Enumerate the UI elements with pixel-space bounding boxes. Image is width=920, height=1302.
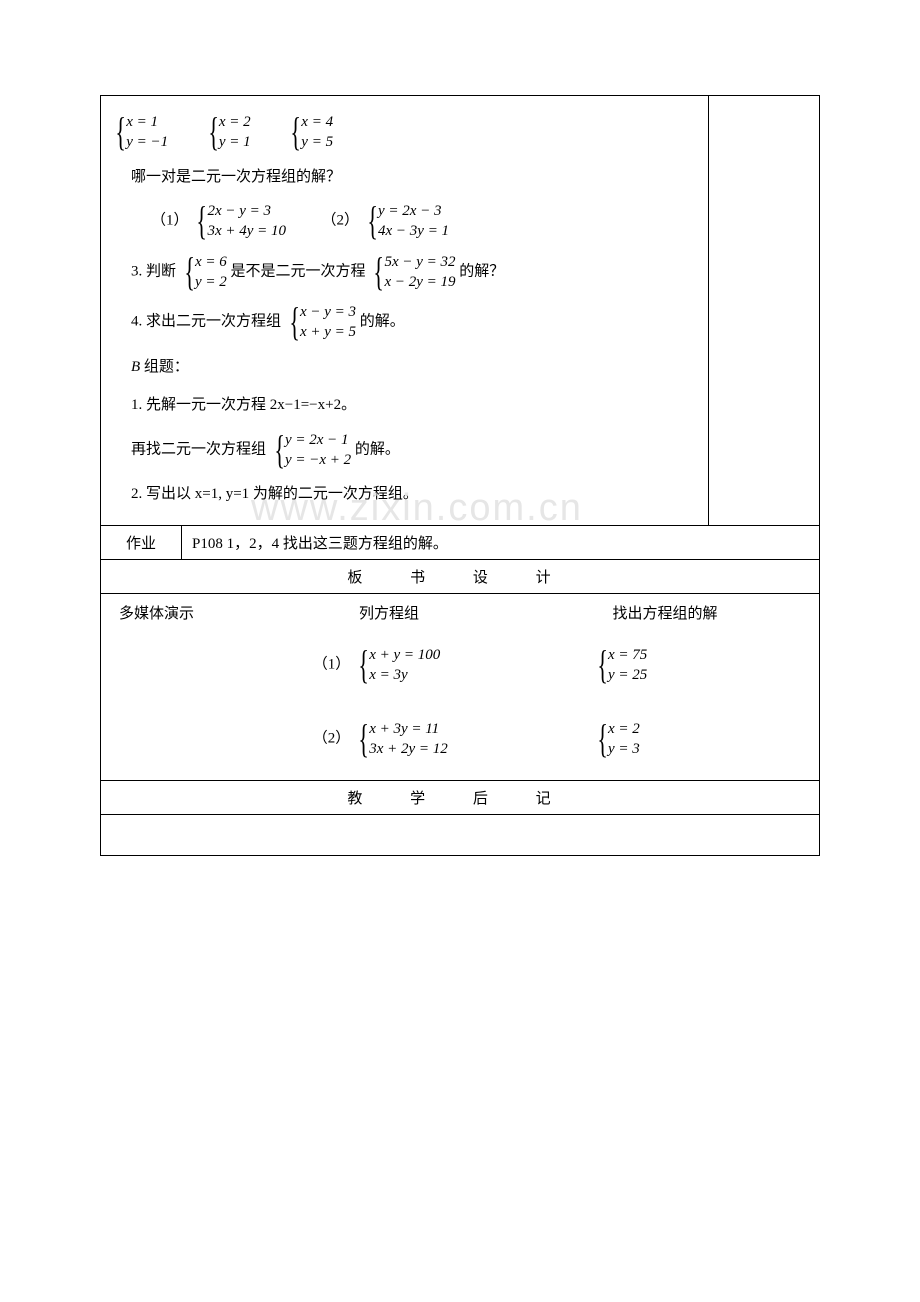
- sys-line: y = −x + 2: [285, 450, 351, 470]
- sys-line: y = 2: [195, 272, 227, 292]
- sys-line: x = 3y: [369, 665, 440, 685]
- line4-sys: { x − y = 3 x + y = 5: [285, 302, 356, 343]
- candidate-systems: { x = 1 y = −1 { x = 2 y = 1 {: [111, 112, 698, 153]
- group-b-title: B 组题：: [131, 353, 698, 382]
- sys-line: y = 5: [301, 132, 333, 152]
- board2-label: （2）: [313, 731, 351, 747]
- sys-line: 5x − y = 32: [384, 252, 455, 272]
- board1-left-sys: { x + y = 100 x = 3y: [354, 645, 440, 686]
- board1-right-sys: { x = 75 y = 25: [593, 645, 647, 686]
- teach-empty: [101, 814, 820, 855]
- sys-line: y = 2x − 3: [378, 201, 449, 221]
- sys-line: x = 2: [608, 719, 640, 739]
- homework-label: 作业: [101, 525, 182, 559]
- sys-candidate-2: { x = 2 y = 1: [204, 112, 251, 153]
- board-row-2: （2） { x + 3y = 11 3x + 2y = 12 {: [101, 705, 819, 780]
- sys-line: x + y = 5: [300, 322, 356, 342]
- sys-line: y = 1: [219, 132, 251, 152]
- sys-line: x + 3y = 11: [369, 719, 448, 739]
- q1-system: { 2x − y = 3 3x + 4y = 10: [192, 201, 286, 242]
- line3-c: 的解？: [459, 263, 504, 279]
- sys-line: x = 2: [219, 112, 251, 132]
- line4: 4. 求出二元一次方程组 { x − y = 3 x + y = 5 的解。: [131, 302, 698, 343]
- line3-b: 是不是二元一次方程: [231, 263, 366, 279]
- q2-label: （2）: [322, 213, 360, 229]
- sys-line: y = 2x − 1: [285, 430, 351, 450]
- sys-line: 3x + 4y = 10: [207, 221, 286, 241]
- sys-line: x = 6: [195, 252, 227, 272]
- q2-system: { y = 2x − 3 4x − 3y = 1: [363, 201, 449, 242]
- b1-b: 再找二元一次方程组: [131, 441, 266, 457]
- line3-a: 3. 判断: [131, 263, 176, 279]
- b2: 2. 写出以 x=1, y=1 为解的二元一次方程组。 www.zixin.co…: [131, 480, 698, 509]
- sys-line: 4x − 3y = 1: [378, 221, 449, 241]
- side-empty-cell: [709, 96, 820, 526]
- board-content-cell: 多媒体演示 列方程组 找出方程组的解 （1） { x + y = 100 x =…: [101, 593, 820, 780]
- b2-text: 2. 写出以 x=1, y=1 为解的二元一次方程组。: [131, 486, 418, 502]
- group-b-text: 组题：: [144, 359, 189, 375]
- board1-label: （1）: [313, 656, 351, 672]
- q1-label: （1）: [151, 213, 189, 229]
- sys-line: 3x + 2y = 12: [369, 739, 448, 759]
- question-which: 哪一对是二元一次方程组的解？: [131, 163, 698, 192]
- board2-right-sys: { x = 2 y = 3: [593, 719, 640, 760]
- board-col3-title: 找出方程组的解: [529, 602, 801, 623]
- main-content-cell: { x = 1 y = −1 { x = 2 y = 1 {: [101, 96, 709, 526]
- sys-line: x + y = 100: [369, 645, 440, 665]
- board2-left-sys: { x + 3y = 11 3x + 2y = 12: [354, 719, 448, 760]
- board-title: 板 书 设 计: [101, 559, 820, 593]
- board-row-1: （1） { x + y = 100 x = 3y { x = 75: [101, 631, 819, 706]
- teach-title: 教 学 后 记: [101, 780, 820, 814]
- line3-sys2: { 5x − y = 32 x − 2y = 19: [369, 252, 455, 293]
- sys-line: x = 4: [301, 112, 333, 132]
- b1-sys: { y = 2x − 1 y = −x + 2: [270, 430, 351, 471]
- sys-line: x − y = 3: [300, 302, 356, 322]
- sys-line: x = 75: [608, 645, 647, 665]
- b1-line: 再找二元一次方程组 { y = 2x − 1 y = −x + 2 的解。: [131, 430, 698, 471]
- sys-line: 2x − y = 3: [207, 201, 286, 221]
- sys-line: x = 1: [126, 112, 168, 132]
- board-col1-title: 多媒体演示: [119, 602, 249, 623]
- homework-text: P108 1，2，4 找出这三题方程组的解。: [182, 525, 820, 559]
- q1-q2-row: （1） { 2x − y = 3 3x + 4y = 10 （2） { y = …: [151, 201, 698, 242]
- b1-a: 1. 先解一元一次方程 2x−1=−x+2。: [131, 391, 698, 420]
- board-col2-title: 列方程组: [249, 602, 529, 623]
- sys-line: y = 3: [608, 739, 640, 759]
- line4-a: 4. 求出二元一次方程组: [131, 314, 281, 330]
- sys-line: x − 2y = 19: [384, 272, 455, 292]
- sys-line: y = 25: [608, 665, 647, 685]
- line4-b: 的解。: [360, 314, 405, 330]
- sys-candidate-3: { x = 4 y = 5: [286, 112, 333, 153]
- line3-sys1: { x = 6 y = 2: [180, 252, 227, 293]
- b1-c: 的解。: [355, 441, 400, 457]
- sys-line: y = −1: [126, 132, 168, 152]
- content-table: { x = 1 y = −1 { x = 2 y = 1 {: [100, 95, 820, 856]
- sys-candidate-1: { x = 1 y = −1: [111, 112, 168, 153]
- line3: 3. 判断 { x = 6 y = 2 是不是二元一次方程 { 5x − y =…: [131, 252, 698, 293]
- board-header-row: 多媒体演示 列方程组 找出方程组的解: [101, 594, 819, 631]
